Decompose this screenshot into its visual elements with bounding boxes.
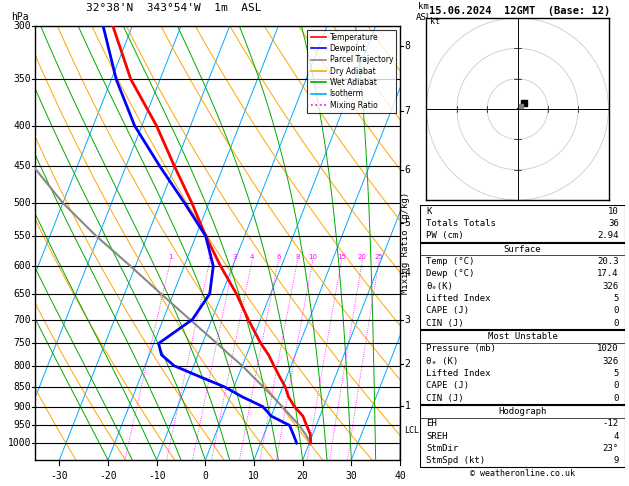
Text: 7: 7: [404, 105, 410, 116]
Text: -30: -30: [50, 471, 68, 481]
Text: 36: 36: [608, 219, 619, 228]
Text: 600: 600: [14, 261, 31, 271]
Text: 750: 750: [14, 338, 31, 348]
Text: 6: 6: [276, 254, 281, 260]
Text: 4: 4: [404, 268, 410, 278]
Text: 20: 20: [297, 471, 309, 481]
Text: 326: 326: [603, 282, 619, 291]
Text: 8: 8: [295, 254, 300, 260]
Text: StmDir: StmDir: [426, 444, 459, 453]
Text: 10: 10: [308, 254, 317, 260]
Text: 700: 700: [14, 314, 31, 325]
Text: 30: 30: [345, 471, 357, 481]
Text: 1020: 1020: [598, 344, 619, 353]
Text: 800: 800: [14, 361, 31, 371]
Text: 6: 6: [404, 165, 410, 175]
Text: © weatheronline.co.uk: © weatheronline.co.uk: [470, 469, 575, 478]
Text: 0: 0: [613, 319, 619, 328]
Text: EH: EH: [426, 419, 437, 428]
Text: 4: 4: [250, 254, 254, 260]
Text: 400: 400: [14, 121, 31, 131]
Text: θₑ (K): θₑ (K): [426, 357, 459, 365]
Text: Hodograph: Hodograph: [498, 407, 547, 416]
Text: 350: 350: [14, 74, 31, 85]
Text: 9: 9: [613, 456, 619, 465]
Text: 550: 550: [14, 231, 31, 241]
Text: Pressure (mb): Pressure (mb): [426, 344, 496, 353]
Text: 2.94: 2.94: [598, 231, 619, 240]
Text: 0: 0: [203, 471, 208, 481]
Text: kt: kt: [430, 17, 440, 26]
Legend: Temperature, Dewpoint, Parcel Trajectory, Dry Adiabat, Wet Adiabat, Isotherm, Mi: Temperature, Dewpoint, Parcel Trajectory…: [308, 30, 396, 113]
Text: 950: 950: [14, 420, 31, 430]
Text: 3: 3: [404, 314, 410, 325]
Text: CAPE (J): CAPE (J): [426, 306, 469, 315]
Text: 32°38'N  343°54'W  1m  ASL: 32°38'N 343°54'W 1m ASL: [86, 3, 262, 13]
Text: Most Unstable: Most Unstable: [487, 332, 557, 341]
Text: Surface: Surface: [504, 244, 542, 254]
Text: 650: 650: [14, 289, 31, 299]
Text: 20.3: 20.3: [598, 257, 619, 266]
Text: Totals Totals: Totals Totals: [426, 219, 496, 228]
Text: 20: 20: [358, 254, 367, 260]
Text: Lifted Index: Lifted Index: [426, 369, 491, 378]
Text: 2: 2: [208, 254, 212, 260]
Text: 10: 10: [248, 471, 260, 481]
Text: CIN (J): CIN (J): [426, 319, 464, 328]
Text: hPa: hPa: [11, 12, 29, 22]
Text: Mixing Ratio (g/kg): Mixing Ratio (g/kg): [401, 192, 409, 294]
Text: θₑ(K): θₑ(K): [426, 282, 453, 291]
Text: -12: -12: [603, 419, 619, 428]
Text: 0: 0: [613, 382, 619, 390]
Text: 3: 3: [232, 254, 237, 260]
Text: 17.4: 17.4: [598, 269, 619, 278]
Text: 25: 25: [375, 254, 384, 260]
Text: -10: -10: [148, 471, 165, 481]
Text: CIN (J): CIN (J): [426, 394, 464, 402]
Text: Dewp (°C): Dewp (°C): [426, 269, 474, 278]
Text: 500: 500: [14, 198, 31, 208]
Text: 4: 4: [613, 432, 619, 441]
Text: 5: 5: [404, 218, 410, 228]
Text: K: K: [426, 207, 431, 216]
Text: LCL: LCL: [404, 426, 420, 435]
Text: 1: 1: [169, 254, 173, 260]
Text: 450: 450: [14, 161, 31, 172]
Text: 23°: 23°: [603, 444, 619, 453]
Text: CAPE (J): CAPE (J): [426, 382, 469, 390]
Text: PW (cm): PW (cm): [426, 231, 464, 240]
Text: Lifted Index: Lifted Index: [426, 294, 491, 303]
Text: km
ASL: km ASL: [416, 2, 431, 22]
Text: Temp (°C): Temp (°C): [426, 257, 474, 266]
Text: -20: -20: [99, 471, 117, 481]
Text: 5: 5: [613, 369, 619, 378]
Text: 1: 1: [404, 401, 410, 411]
Text: 1000: 1000: [8, 438, 31, 448]
Text: 15: 15: [337, 254, 346, 260]
Text: 326: 326: [603, 357, 619, 365]
Text: 2: 2: [404, 359, 410, 368]
Text: 850: 850: [14, 382, 31, 392]
Text: 300: 300: [14, 21, 31, 31]
Text: 0: 0: [613, 394, 619, 402]
Text: 900: 900: [14, 401, 31, 412]
Text: 15.06.2024  12GMT  (Base: 12): 15.06.2024 12GMT (Base: 12): [430, 6, 611, 16]
Text: StmSpd (kt): StmSpd (kt): [426, 456, 486, 465]
Text: 8: 8: [404, 41, 410, 51]
Text: 5: 5: [613, 294, 619, 303]
Text: 40: 40: [394, 471, 406, 481]
Text: 0: 0: [613, 306, 619, 315]
Text: SREH: SREH: [426, 432, 448, 441]
Text: 10: 10: [608, 207, 619, 216]
